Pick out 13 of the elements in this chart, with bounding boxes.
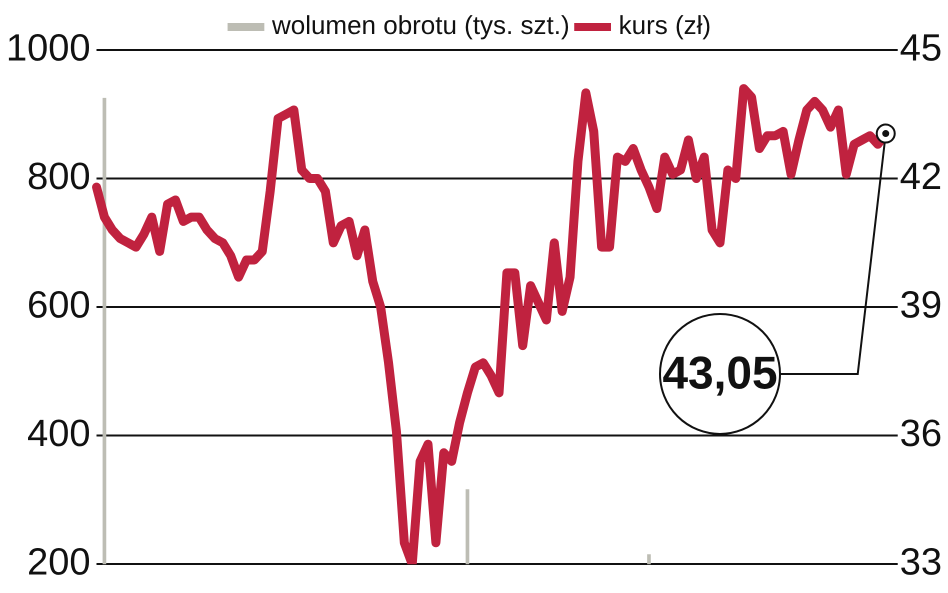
annotation: 43,05 (662, 346, 778, 399)
y2-tick-label: 33 (900, 542, 942, 584)
y2-tick-label: 39 (900, 284, 942, 327)
y-tick-label: 200 (27, 542, 91, 584)
y-tick-label: 800 (27, 156, 91, 198)
y-tick-label: 400 (27, 413, 91, 456)
legend-label: wolumen obrotu (tys. szt.) (270, 10, 570, 40)
y2-tick-label: 36 (900, 413, 942, 456)
legend-label: kurs (zł) (618, 10, 712, 40)
y2-tick-label: 45 (900, 27, 942, 70)
y-tick-label: 600 (27, 284, 91, 327)
y2-tick-label: 42 (900, 156, 942, 198)
y-tick-label: 1000 (6, 27, 91, 70)
